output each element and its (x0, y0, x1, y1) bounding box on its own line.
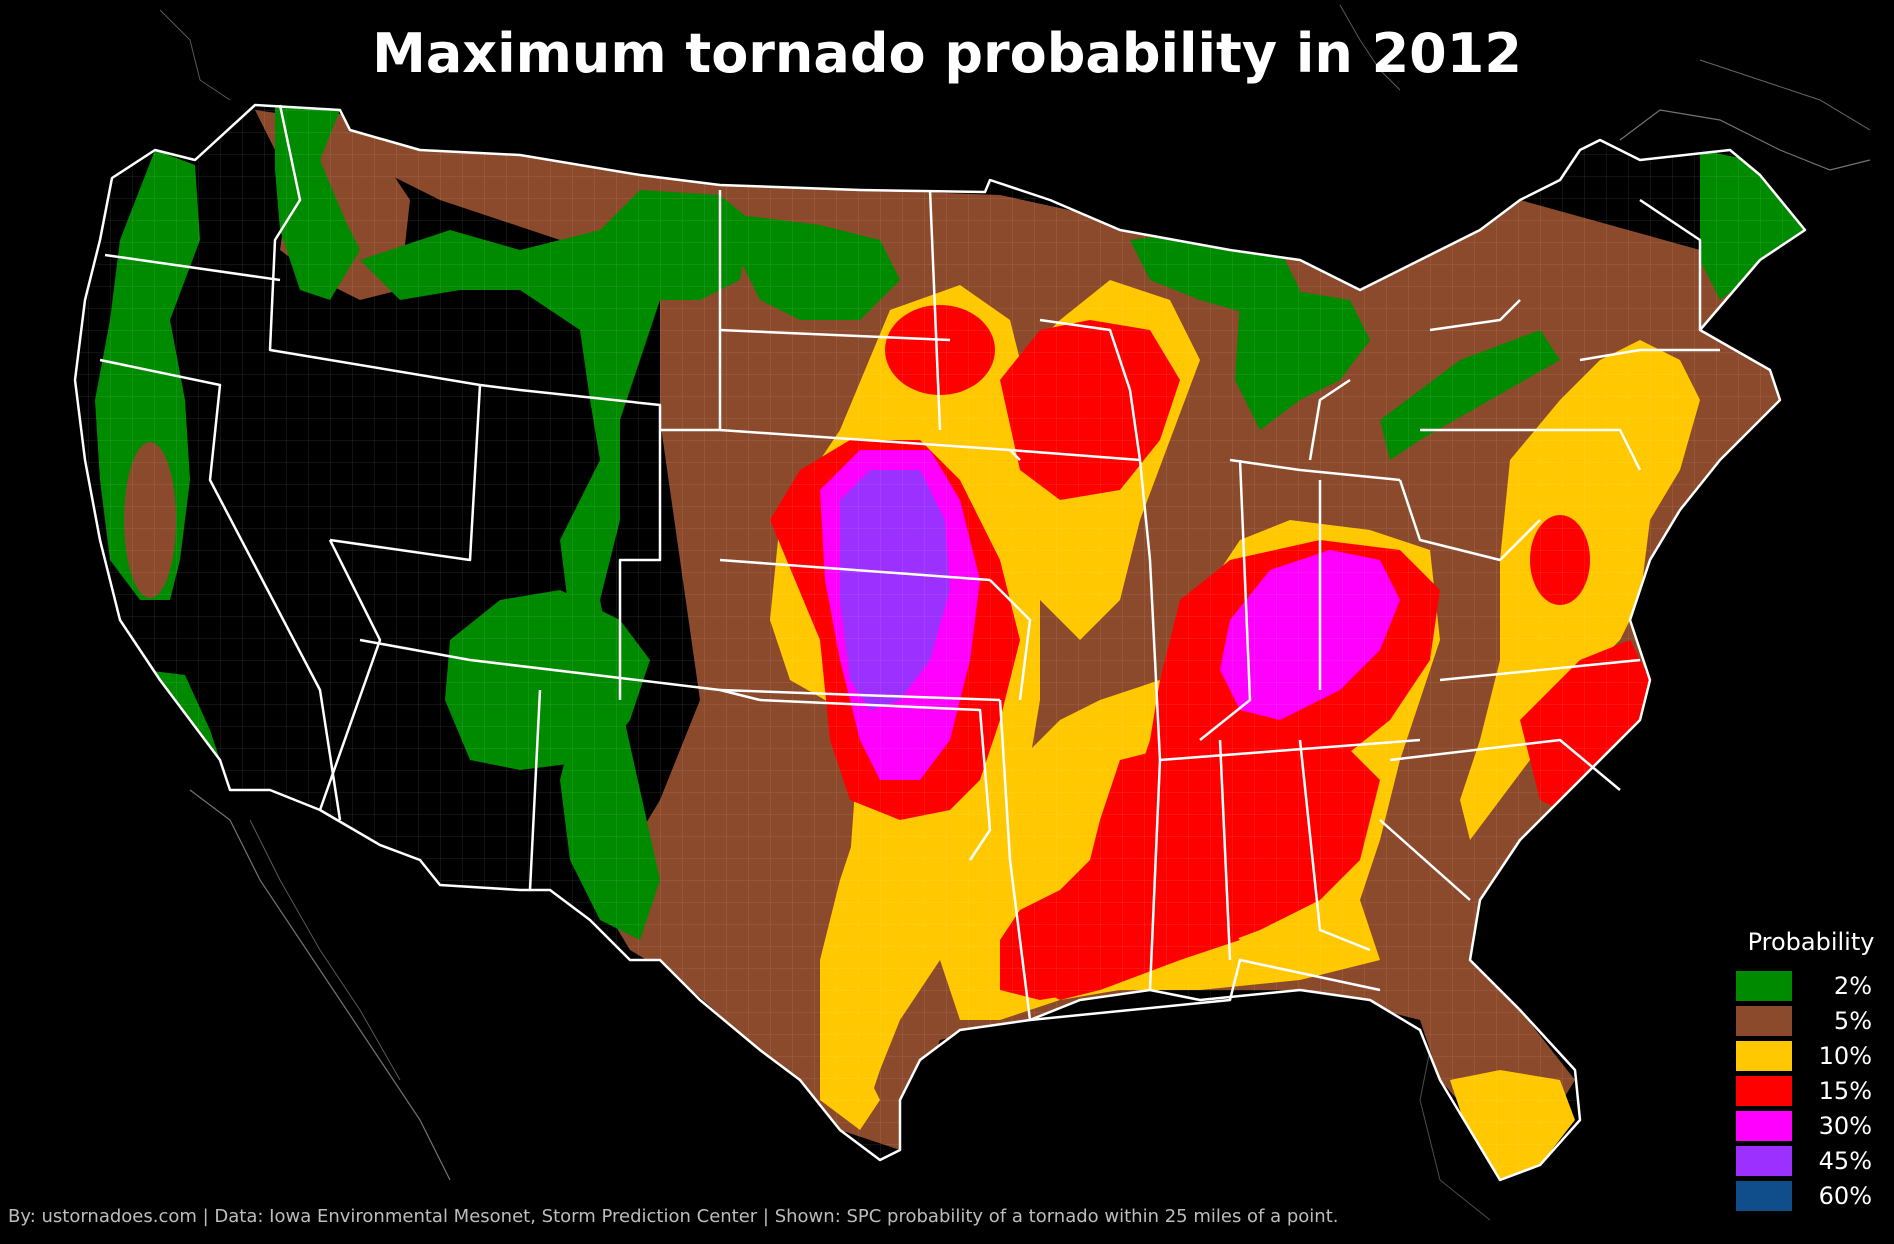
legend-label: 45% (1818, 1146, 1872, 1175)
state-borders (73, 103, 1807, 1182)
legend-title: Probability (1747, 928, 1875, 956)
legend-label: 15% (1818, 1076, 1872, 1105)
legend-label: 60% (1818, 1181, 1872, 1210)
legend-item: 2% (1736, 968, 1886, 1003)
credits: By: ustornadoes.com | Data: Iowa Environ… (8, 1206, 1339, 1227)
legend-label: 30% (1818, 1111, 1872, 1140)
map-title: Maximum tornado probability in 2012 (372, 22, 1522, 85)
legend-label: 10% (1818, 1041, 1872, 1070)
legend-rows: 2% 5% 10% 15% 30% 45% 60% (1736, 968, 1886, 1213)
legend-item: 30% (1736, 1108, 1886, 1143)
legend-swatch (1736, 1180, 1792, 1211)
legend-swatch (1736, 1110, 1792, 1141)
legend-swatch (1736, 1040, 1792, 1071)
legend-label: 5% (1833, 1006, 1872, 1035)
legend-item: 60% (1736, 1178, 1886, 1213)
legend-item: 5% (1736, 1003, 1886, 1038)
legend-item: 10% (1736, 1038, 1886, 1073)
legend-swatch (1736, 970, 1792, 1001)
legend-item: 15% (1736, 1073, 1886, 1108)
legend-swatch (1736, 1145, 1792, 1176)
legend-label: 2% (1833, 971, 1872, 1000)
legend-item: 45% (1736, 1143, 1886, 1178)
legend-swatch (1736, 1075, 1792, 1106)
legend: Probability 2% 5% 10% 15% 30% 45% 60% (1736, 928, 1886, 1213)
legend-swatch (1736, 1005, 1792, 1036)
